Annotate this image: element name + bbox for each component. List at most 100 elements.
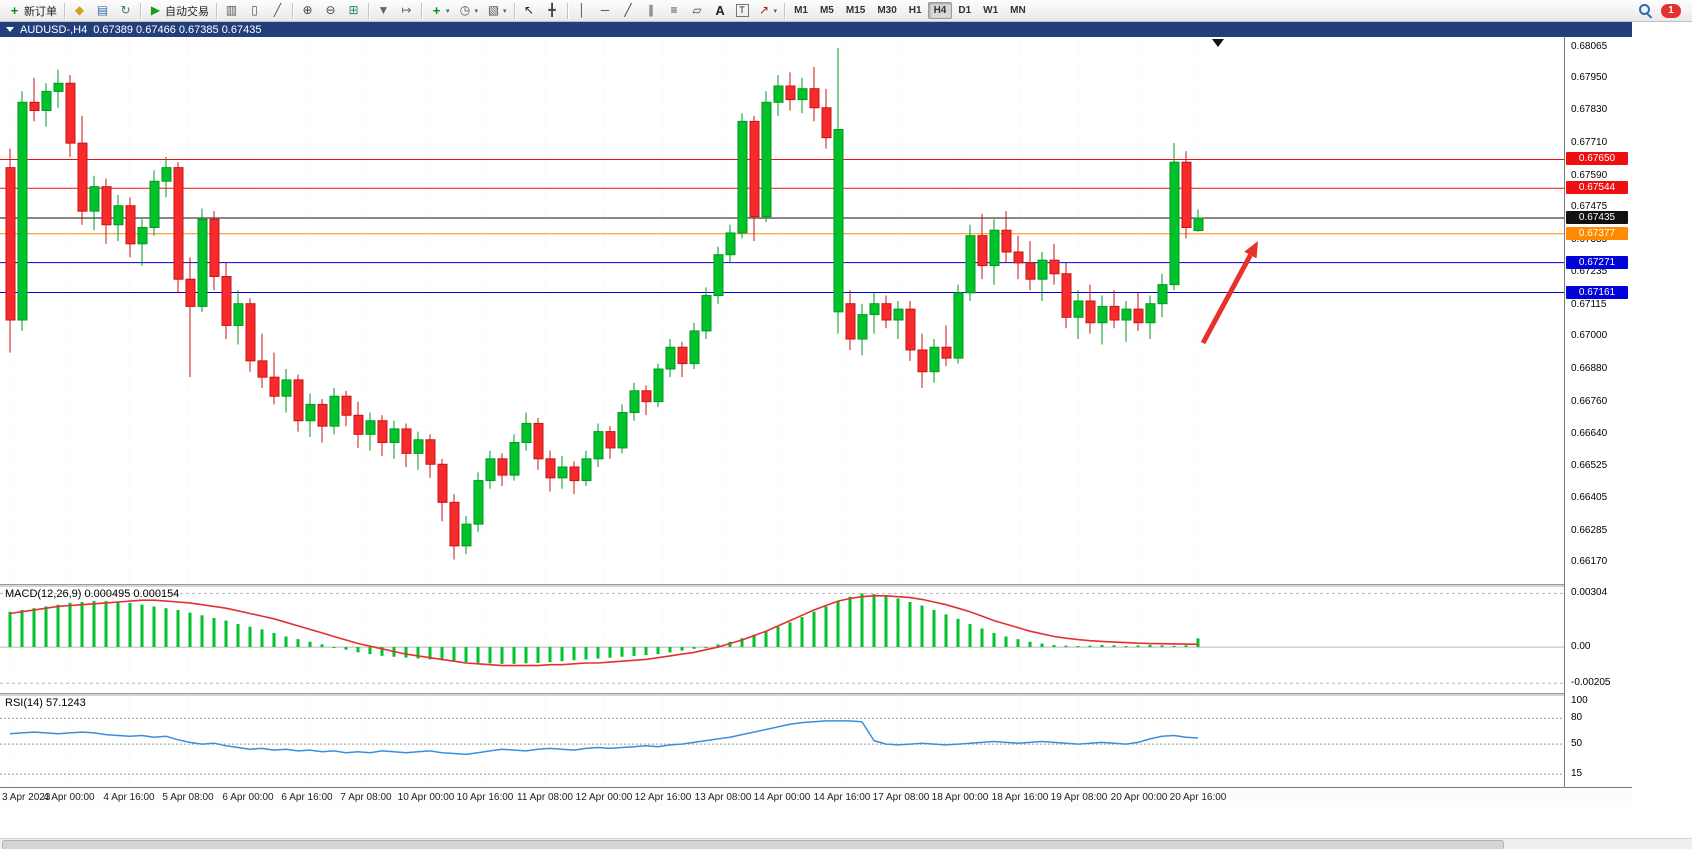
editor-icon: ◆ bbox=[74, 3, 85, 17]
horizontal-level-lines[interactable] bbox=[0, 158, 1564, 294]
toolbar-right-cluster: 1 bbox=[1638, 3, 1689, 18]
price-tag: 0.67435 bbox=[1566, 210, 1628, 224]
text-label-button[interactable]: T bbox=[732, 0, 753, 21]
cursor-button[interactable]: ↖ bbox=[518, 0, 541, 21]
pane-separator[interactable] bbox=[0, 584, 1632, 587]
price-axis-label: 0.66880 bbox=[1571, 363, 1608, 374]
channel-button[interactable]: ∥ bbox=[640, 0, 663, 21]
price-axis[interactable]: 0.68065 0.67950 0.67830 0.67710 0.67590 0.674… bbox=[1564, 37, 1692, 807]
candlestick-chart[interactable] bbox=[0, 37, 1564, 584]
macd-pane[interactable]: MACD(12,26,9) 0.000495 0.000154 bbox=[0, 587, 1564, 693]
metaeditor-button[interactable]: ◆ bbox=[68, 0, 91, 21]
macd-chart[interactable] bbox=[0, 587, 1564, 693]
arrows-button[interactable]: ↗ ▾ bbox=[753, 0, 782, 21]
toolbar-separator bbox=[784, 2, 786, 19]
chart-caption-bar[interactable]: AUDUSD-,H4 0.67389 0.67466 0.67385 0.674… bbox=[0, 22, 1632, 37]
auto-trading-button[interactable]: ▶ 自动交易 bbox=[144, 0, 213, 21]
text-icon: A bbox=[715, 3, 725, 18]
cursor-icon: ↖ bbox=[524, 3, 535, 17]
chevron-down-icon: ▾ bbox=[446, 7, 450, 15]
profiles-button[interactable]: ▤ bbox=[91, 0, 114, 21]
shift-icon: ↦ bbox=[401, 3, 412, 17]
vertical-line-button[interactable]: │ bbox=[571, 0, 594, 21]
line-icon: ╱ bbox=[273, 3, 282, 17]
chart-menu-icon[interactable] bbox=[6, 27, 14, 32]
bars-icon: ▥ bbox=[225, 3, 238, 17]
macd-axis-label: 0.00304 bbox=[1571, 587, 1608, 599]
templates-button[interactable]: ▧ ▾ bbox=[482, 0, 511, 21]
time-axis-label: 20 Apr 00:00 bbox=[1110, 792, 1168, 803]
candlestick-chart-button[interactable]: ▯ bbox=[243, 0, 266, 21]
template-icon: ▧ bbox=[487, 3, 500, 17]
line-chart-button[interactable]: ╱ bbox=[266, 0, 289, 21]
annotation-arrow[interactable] bbox=[1200, 241, 1258, 345]
rsi-pane[interactable]: RSI(14) 57.1243 bbox=[0, 696, 1564, 787]
time-axis-label: 4 Apr 16:00 bbox=[103, 792, 155, 803]
rsi-label: RSI(14) 57.1243 bbox=[5, 697, 86, 709]
clock-icon: ◷ bbox=[459, 3, 471, 17]
price-tag: 0.67650 bbox=[1566, 152, 1628, 166]
profiles-icon: ▤ bbox=[96, 3, 109, 17]
macd-axis-label: 0.00 bbox=[1571, 641, 1591, 653]
hline-icon: ─ bbox=[600, 3, 610, 17]
text-button[interactable]: A bbox=[709, 0, 732, 21]
indicators-button[interactable]: + ▾ bbox=[425, 0, 454, 21]
trendline-icon: ╱ bbox=[624, 3, 632, 17]
refresh-button[interactable]: ↻ bbox=[114, 0, 137, 21]
timeframe-d1-button[interactable]: D1 bbox=[958, 5, 972, 16]
toolbar-separator bbox=[421, 2, 422, 19]
chart-ohlc-values: 0.67389 0.67466 0.67385 0.67435 bbox=[93, 23, 262, 36]
time-axis-label: 14 Apr 16:00 bbox=[813, 792, 871, 803]
time-axis[interactable]: 3 Apr 2023 4 Apr 00:00 4 Apr 16:00 5 Apr 08… bbox=[0, 787, 1632, 807]
search-icon[interactable] bbox=[1638, 3, 1653, 18]
toolbar-separator bbox=[566, 2, 568, 19]
toolbar-separator bbox=[513, 2, 515, 19]
zoom-out-button[interactable]: ⊖ bbox=[319, 0, 342, 21]
zoom-in-button[interactable]: ⊕ bbox=[296, 0, 319, 21]
shapes-icon: ▱ bbox=[692, 3, 702, 17]
price-chart-pane[interactable] bbox=[0, 37, 1564, 584]
price-tag: 0.67377 bbox=[1566, 226, 1628, 240]
auto-scroll-button[interactable]: ▼ bbox=[372, 0, 395, 21]
new-order-button[interactable]: + 新订单 bbox=[3, 0, 61, 21]
notification-badge[interactable]: 1 bbox=[1661, 3, 1681, 18]
timeframe-m5-button[interactable]: M5 bbox=[819, 5, 834, 16]
scrollbar-thumb[interactable] bbox=[2, 840, 1504, 849]
time-axis-label: 10 Apr 16:00 bbox=[456, 792, 514, 803]
timeframe-m1-button[interactable]: M1 bbox=[794, 5, 808, 16]
timeframe-mn-button[interactable]: MN bbox=[1010, 5, 1026, 16]
periods-button[interactable]: ◷ ▾ bbox=[454, 0, 483, 21]
timeframe-w1-button[interactable]: W1 bbox=[983, 5, 999, 16]
horizontal-line-button[interactable]: ─ bbox=[594, 0, 617, 21]
autoscroll-icon: ▼ bbox=[377, 3, 390, 17]
timeframe-m15-button[interactable]: M15 bbox=[845, 5, 866, 16]
chevron-down-icon: ▾ bbox=[503, 7, 507, 15]
candles bbox=[5, 47, 1204, 560]
chart-shift-marker[interactable] bbox=[1212, 39, 1224, 47]
label-icon: T bbox=[735, 4, 749, 17]
new-order-button-label: 新订单 bbox=[24, 5, 57, 18]
time-axis-label: 10 Apr 00:00 bbox=[397, 792, 455, 803]
pane-separator[interactable] bbox=[0, 693, 1632, 696]
chevron-down-icon: ▾ bbox=[474, 7, 479, 15]
time-axis-label: 12 Apr 16:00 bbox=[634, 792, 692, 803]
crosshair-button[interactable]: ╋ bbox=[541, 0, 564, 21]
chart-shift-button[interactable]: ↦ bbox=[395, 0, 418, 21]
timeframe-m30-button[interactable]: M30 bbox=[877, 5, 897, 16]
price-axis-label: 0.66405 bbox=[1571, 492, 1608, 504]
timeframe-h1-button[interactable]: H1 bbox=[908, 5, 922, 16]
rsi-chart[interactable] bbox=[0, 696, 1564, 787]
refresh-icon: ↻ bbox=[120, 3, 131, 17]
fibonacci-button[interactable]: ≡ bbox=[663, 0, 686, 21]
horizontal-scrollbar[interactable] bbox=[0, 838, 1692, 849]
price-tag: 0.67271 bbox=[1566, 255, 1628, 269]
time-axis-label: 7 Apr 08:00 bbox=[340, 792, 392, 803]
rsi-axis-label: 100 bbox=[1571, 695, 1588, 707]
trendline-button[interactable]: ╱ bbox=[617, 0, 640, 21]
time-axis-label: 12 Apr 00:00 bbox=[575, 792, 633, 803]
toolbar-separator bbox=[292, 2, 293, 19]
shapes-button[interactable]: ▱ bbox=[686, 0, 709, 21]
tile-windows-button[interactable]: ⊞ bbox=[342, 0, 365, 21]
bar-chart-button[interactable]: ▥ bbox=[220, 0, 243, 21]
timeframe-h4-button[interactable]: H4 bbox=[927, 2, 953, 19]
